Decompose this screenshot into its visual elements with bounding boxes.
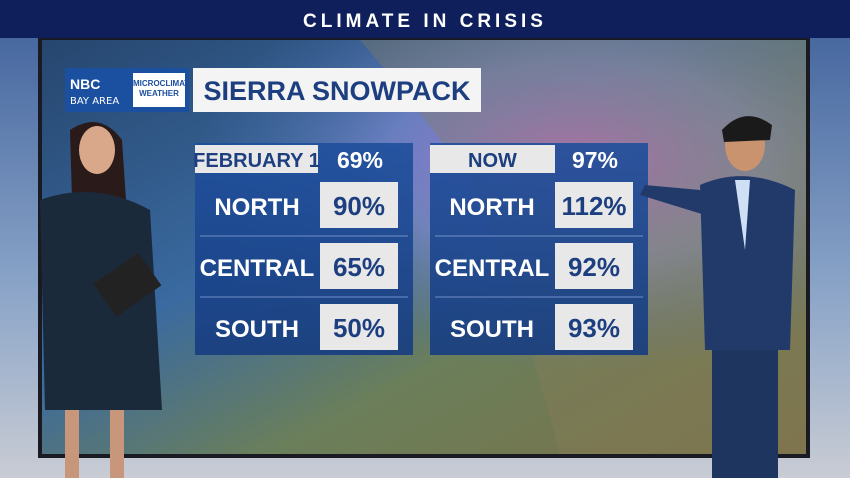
row-label: NORTH (449, 194, 534, 221)
row-value: 65% (333, 252, 385, 282)
row-value-box (320, 304, 398, 350)
row-value: 50% (333, 313, 385, 343)
row-value: 90% (333, 191, 385, 221)
panel-label-box (430, 145, 555, 173)
row-value: 112% (561, 191, 626, 221)
banner-bar (0, 0, 850, 38)
row-label: CENTRAL (200, 255, 315, 282)
panel-label-box (195, 145, 318, 173)
logo-region: BAY AREA (70, 96, 119, 107)
row-label: CENTRAL (435, 255, 550, 282)
title: SIERRA SNOWPACK (203, 76, 471, 106)
row-value-box (320, 182, 398, 228)
row-value-box (555, 243, 633, 289)
panel-total: 97% (572, 147, 618, 173)
panel-label: FEBRUARY 1 (193, 150, 320, 172)
title-box (193, 68, 481, 112)
row-value-box (320, 243, 398, 289)
row-value: 93% (568, 313, 620, 343)
logo-product-box (133, 73, 185, 107)
logo-product: MICROCLIMATE WEATHER (133, 79, 185, 98)
banner: CLIMATE IN CRISIS (303, 11, 547, 32)
row-value-box (555, 182, 633, 228)
row-value: 92% (568, 252, 620, 282)
row-label: SOUTH (215, 316, 299, 343)
logo-brand: NBC (70, 76, 100, 92)
panel-total: 69% (337, 147, 383, 173)
presenter-left (40, 122, 162, 478)
row-label: NORTH (214, 194, 299, 221)
panels: FEBRUARY 1 69% NORTH 90% CENTRAL 65% SOUTH 50% N… (193, 143, 648, 355)
logo-product-wrap: MICROCLIMATE WEATHER (133, 79, 185, 98)
row-value-box (555, 304, 633, 350)
panel-label: NOW (468, 150, 517, 172)
presenter-right (640, 116, 795, 478)
row-label: SOUTH (450, 316, 534, 343)
